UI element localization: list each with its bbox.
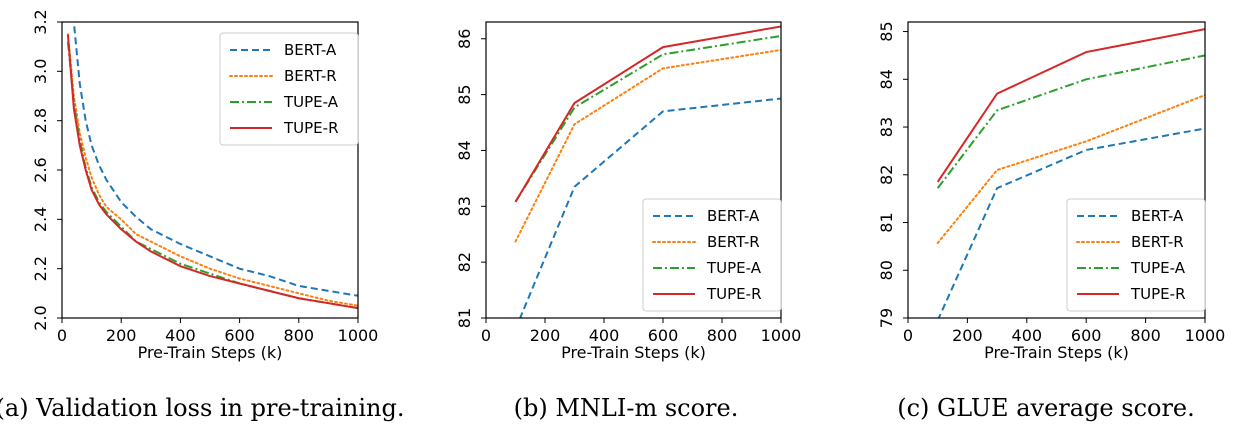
series-line-bert-r (514, 48, 781, 243)
x-axis-label: Pre-Train Steps (k) (138, 343, 283, 362)
x-tick-label: 200 (952, 326, 983, 345)
legend-label-bert-a: BERT-A (284, 41, 337, 59)
x-axis-label: Pre-Train Steps (k) (984, 343, 1129, 362)
x-tick-label: 0 (57, 326, 67, 345)
x-axis-label: Pre-Train Steps (k) (561, 343, 706, 362)
series-line-bert-a (72, 22, 358, 297)
series-line-bert-a (519, 97, 781, 318)
x-tick-label: 400 (165, 326, 196, 345)
x-tick-label: 1000 (338, 326, 379, 345)
y-tick-label: 2.6 (31, 157, 50, 182)
y-tick-label: 83 (877, 117, 896, 137)
caption-c: (c) GLUE average score. (897, 394, 1195, 422)
x-tick-label: 600 (648, 326, 679, 345)
legend-label-tupe-r: TUPE-R (283, 119, 339, 137)
y-tick-label: 84 (455, 140, 474, 160)
plot-frame (907, 21, 1206, 319)
series-line-tupe-r (936, 28, 1205, 183)
y-tick-label: 80 (877, 260, 896, 280)
y-tick-label: 86 (455, 29, 474, 49)
legend-box (1066, 198, 1206, 312)
y-tick-label: 84 (877, 69, 896, 89)
y-tick-label: 2.0 (31, 305, 50, 330)
x-tick-label: 800 (707, 326, 738, 345)
x-tick-label: 0 (903, 326, 913, 345)
chart-panels: 0 200 400 600 800 10002.02.22.42.62.83.03.2Pr… (31, 9, 1225, 362)
y-tick-label: 3.0 (31, 59, 50, 84)
y-tick-label: 82 (877, 165, 896, 185)
legend-label-tupe-a: TUPE-A (283, 93, 339, 111)
legend-label-bert-a: BERT-A (1131, 207, 1184, 225)
y-tick-label: 3.2 (31, 9, 50, 34)
x-tick-label: 800 (1130, 326, 1161, 345)
legend: BERT-A BERT-R TUPE-A TUPE-R (219, 32, 359, 146)
legend: BERT-A BERT-R TUPE-A TUPE-R (642, 198, 782, 312)
x-tick-label: 200 (106, 326, 137, 345)
legend-label-bert-r: BERT-R (1131, 233, 1184, 251)
legend-box (219, 32, 359, 146)
y-tick-label: 2.4 (31, 207, 50, 232)
y-tick-label: 2.8 (31, 108, 50, 133)
x-tick-label: 1000 (1185, 326, 1226, 345)
legend-label-tupe-r: TUPE-R (706, 285, 762, 303)
y-tick-label: 81 (877, 212, 896, 232)
legend-label-tupe-a: TUPE-A (706, 259, 762, 277)
chart-panel-1: 0 200 400 600 800 1000 2.0 2.2 2.4 2.6 2.8 3.0 3.2 Pr… (31, 9, 378, 362)
caption-b: (b) MNLI-m score. (514, 394, 739, 422)
x-tick-label: 400 (1012, 326, 1043, 345)
x-tick-label: 600 (1071, 326, 1102, 345)
y-tick-label: 81 (455, 308, 474, 328)
x-tick-label: 0 (481, 326, 491, 345)
y-tick-label: 79 (877, 308, 896, 328)
x-tick-label: 400 (589, 326, 620, 345)
series-line-bert-r (66, 33, 358, 307)
series-line-tupe-r (66, 34, 358, 310)
legend-box (642, 198, 782, 312)
y-tick-label: 83 (455, 196, 474, 216)
series-line-bert-a (937, 127, 1205, 318)
legend: BERT-A BERT-R TUPE-A TUPE-R (1066, 198, 1206, 312)
y-tick-label: 85 (455, 84, 474, 104)
legend-label-bert-r: BERT-R (707, 233, 760, 251)
legend-label-tupe-a: TUPE-A (1130, 259, 1186, 277)
series-line-tupe-r (514, 25, 781, 203)
chart-panel-2: 0 200 400 600 800 1000 81 82 83 84 85 86 Pre-Train S… (455, 21, 802, 362)
plot-frame (485, 21, 782, 319)
x-tick-label: 200 (530, 326, 561, 345)
x-tick-label: 800 (284, 326, 315, 345)
legend-label-bert-r: BERT-R (284, 67, 337, 85)
chart-panel-3: 0 200 400 600 800 1000 79 80 81 82 83 84 85 Pre-Train… (877, 21, 1225, 362)
series-line-bert-r (936, 94, 1205, 245)
y-tick-label: 85 (877, 21, 896, 41)
legend-label-tupe-r: TUPE-R (1130, 285, 1186, 303)
caption-a: (a) Validation loss in pre-training. (0, 394, 404, 422)
series-line-tupe-a (514, 34, 781, 203)
y-tick-label: 82 (455, 252, 474, 272)
x-tick-label: 1000 (761, 326, 802, 345)
x-tick-label: 600 (224, 326, 255, 345)
legend-label-bert-a: BERT-A (707, 207, 760, 225)
y-tick-label: 2.2 (31, 256, 50, 281)
